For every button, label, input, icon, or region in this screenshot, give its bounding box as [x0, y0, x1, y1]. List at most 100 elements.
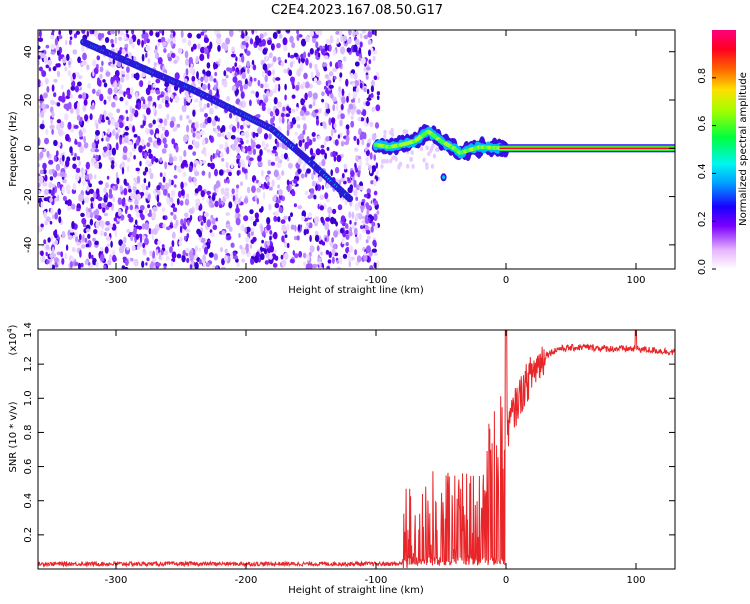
noise-speckle	[156, 137, 161, 144]
noise-speckle	[321, 98, 325, 103]
noise-speckle	[142, 120, 146, 127]
noise-speckle	[110, 63, 116, 68]
noise-speckle	[148, 148, 152, 154]
noise-speckle	[179, 225, 183, 234]
noise-speckle	[311, 172, 314, 181]
noise-speckle	[38, 225, 42, 233]
noise-speckle	[234, 138, 238, 146]
noise-speckle	[38, 182, 41, 188]
noise-speckle	[142, 242, 146, 249]
noise-speckle	[259, 149, 263, 157]
noise-speckle	[158, 251, 162, 260]
noise-speckle	[69, 260, 73, 269]
noise-speckle	[52, 246, 55, 255]
noise-speckle	[359, 233, 362, 241]
noise-speckle	[326, 146, 330, 151]
noise-speckle	[134, 219, 138, 225]
noise-speckle	[121, 243, 127, 249]
noise-speckle	[74, 85, 79, 93]
x-tick-label: -100	[365, 575, 388, 586]
noise-speckle	[322, 121, 327, 129]
noise-speckle	[376, 95, 380, 100]
noise-speckle	[220, 127, 223, 133]
noise-speckle	[95, 260, 99, 268]
noise-speckle	[155, 144, 159, 149]
noise-speckle	[305, 58, 309, 66]
noise-speckle	[275, 210, 279, 218]
noise-speckle	[130, 234, 134, 242]
noise-speckle	[365, 202, 369, 208]
noise-speckle	[155, 31, 160, 38]
noise-speckle	[284, 146, 288, 151]
noise-speckle	[240, 181, 243, 186]
noise-speckle	[68, 64, 72, 68]
noise-speckle	[354, 61, 360, 67]
noise-speckle	[71, 221, 75, 229]
noise-speckle	[155, 89, 161, 95]
noise-speckle	[161, 41, 168, 47]
noise-speckle	[137, 225, 143, 230]
y-tick-label: 0.8	[23, 424, 34, 440]
noise-speckle	[54, 197, 58, 202]
noise-speckle	[194, 252, 198, 259]
noise-speckle	[278, 189, 283, 196]
noise-speckle	[258, 46, 263, 51]
noise-speckle	[151, 211, 157, 219]
noise-speckle	[278, 33, 283, 39]
noise-speckle	[187, 97, 191, 103]
noise-speckle	[159, 157, 163, 163]
noise-speckle	[189, 264, 193, 269]
noise-speckle	[194, 261, 199, 269]
spectrogram-frame	[37, 29, 676, 270]
noise-speckle	[208, 171, 211, 179]
noise-speckle	[385, 158, 389, 164]
noise-speckle	[332, 150, 336, 158]
noise-speckle	[108, 96, 111, 102]
noise-speckle	[225, 37, 231, 45]
noise-speckle	[157, 57, 163, 65]
noise-speckle	[235, 217, 241, 226]
noise-speckle	[291, 94, 296, 99]
noise-speckle	[145, 45, 151, 52]
noise-speckle	[373, 154, 377, 161]
noise-speckle	[181, 37, 187, 44]
noise-speckle	[128, 123, 133, 129]
noise-speckle	[124, 258, 129, 267]
noise-speckle	[311, 132, 316, 137]
noise-speckle	[341, 173, 345, 179]
noise-speckle	[95, 188, 100, 196]
noise-speckle	[135, 104, 139, 109]
noise-speckle	[170, 179, 174, 186]
noise-speckle	[91, 161, 95, 166]
noise-speckle	[280, 61, 284, 67]
noise-speckle	[270, 161, 276, 166]
noise-speckle	[211, 194, 216, 201]
noise-speckle	[261, 105, 266, 112]
noise-speckle	[52, 253, 56, 258]
noise-speckle	[168, 156, 174, 164]
noise-speckle	[125, 109, 128, 114]
noise-speckle	[107, 128, 111, 135]
noise-speckle	[217, 44, 221, 52]
noise-speckle	[302, 252, 307, 259]
noise-speckle	[183, 134, 189, 143]
noise-speckle	[77, 141, 82, 148]
noise-speckle	[216, 33, 222, 39]
x-tick-label: 100	[626, 575, 645, 586]
noise-speckle	[136, 193, 141, 201]
noise-speckle	[266, 90, 270, 97]
noise-speckle	[350, 120, 355, 128]
noise-speckle	[180, 162, 185, 169]
noise-speckle	[261, 102, 266, 107]
signal-blob-core	[442, 175, 446, 180]
noise-speckle	[324, 152, 327, 160]
noise-speckle	[294, 253, 299, 259]
noise-speckle	[336, 266, 341, 269]
noise-speckle	[68, 30, 73, 36]
noise-speckle	[198, 258, 202, 265]
noise-speckle	[355, 196, 359, 201]
noise-speckle	[359, 33, 363, 39]
noise-speckle	[402, 129, 406, 135]
noise-speckle	[67, 205, 72, 211]
noise-speckle	[105, 136, 110, 142]
